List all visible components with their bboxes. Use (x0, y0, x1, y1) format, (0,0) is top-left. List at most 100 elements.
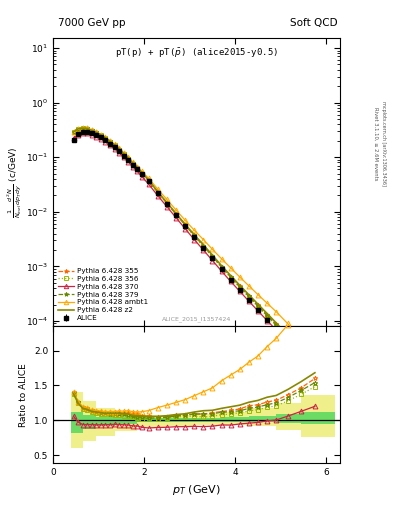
Pythia 6.428 z2 (228, 272, 233, 279)
Pythia 6.428 ambt1 (246, 283, 251, 289)
Pythia 6.428 355 (94, 129, 99, 135)
Pythia 6.428 355 (99, 132, 103, 138)
Pythia 6.428 355 (219, 264, 224, 270)
Pythia 6.428 z2 (80, 125, 85, 131)
Pythia 6.428 355 (103, 135, 108, 141)
Pythia 6.428 ambt1 (156, 186, 160, 192)
Pythia 6.428 355 (121, 150, 126, 156)
Legend: Pythia 6.428 355, Pythia 6.428 356, Pythia 6.428 370, Pythia 6.428 379, Pythia 6: Pythia 6.428 355, Pythia 6.428 356, Pyth… (57, 267, 149, 323)
Pythia 6.428 355 (135, 164, 140, 170)
Text: Soft QCD: Soft QCD (290, 18, 338, 28)
Pythia 6.428 355 (246, 293, 251, 299)
Pythia 6.428 ambt1 (108, 138, 112, 144)
Pythia 6.428 ambt1 (85, 125, 90, 131)
Pythia 6.428 z2 (183, 221, 187, 227)
Text: ALICE_2015_I1357424: ALICE_2015_I1357424 (162, 316, 231, 322)
Pythia 6.428 356 (85, 125, 90, 132)
Pythia 6.428 379 (299, 350, 304, 356)
Pythia 6.428 356 (130, 161, 135, 167)
Pythia 6.428 355 (228, 273, 233, 280)
Pythia 6.428 356 (108, 139, 112, 145)
Pythia 6.428 379 (89, 127, 94, 133)
Pythia 6.428 370 (103, 139, 108, 145)
Pythia 6.428 379 (126, 155, 130, 161)
Pythia 6.428 379 (71, 129, 76, 135)
Pythia 6.428 355 (192, 232, 196, 239)
Pythia 6.428 356 (80, 125, 85, 132)
Pythia 6.428 z2 (135, 165, 140, 171)
Pythia 6.428 379 (174, 211, 178, 217)
Pythia 6.428 379 (237, 284, 242, 290)
Pythia 6.428 379 (121, 151, 126, 157)
Text: pT(p) + pT($\bar{p}$) (alice2015-y0.5): pT(p) + pT($\bar{p}$) (alice2015-y0.5) (115, 46, 278, 58)
Pythia 6.428 379 (265, 312, 270, 318)
Pythia 6.428 ambt1 (312, 350, 317, 356)
Pythia 6.428 356 (183, 222, 187, 228)
Pythia 6.428 ambt1 (89, 127, 94, 133)
Pythia 6.428 356 (140, 170, 144, 177)
Pythia 6.428 355 (130, 160, 135, 166)
Pythia 6.428 ambt1 (201, 237, 206, 243)
Pythia 6.428 356 (146, 178, 151, 184)
Pythia 6.428 370 (174, 215, 178, 221)
Pythia 6.428 355 (255, 302, 260, 308)
Pythia 6.428 356 (117, 146, 121, 153)
Pythia 6.428 379 (85, 125, 90, 132)
Pythia 6.428 355 (126, 155, 130, 161)
Pythia 6.428 z2 (99, 132, 103, 138)
Line: Pythia 6.428 370: Pythia 6.428 370 (71, 131, 317, 377)
Pythia 6.428 355 (312, 365, 317, 371)
Pythia 6.428 370 (165, 204, 169, 210)
Pythia 6.428 370 (140, 174, 144, 180)
Pythia 6.428 356 (255, 304, 260, 310)
Pythia 6.428 356 (299, 351, 304, 357)
Pythia 6.428 356 (192, 233, 196, 239)
Pythia 6.428 370 (126, 159, 130, 165)
Pythia 6.428 356 (174, 211, 178, 218)
Pythia 6.428 379 (103, 135, 108, 141)
Pythia 6.428 356 (312, 367, 317, 373)
Pythia 6.428 370 (201, 247, 206, 253)
Y-axis label: $\frac{1}{N_{inel}}\frac{d^2N}{dp_{T}dy}$ (c/GeV): $\frac{1}{N_{inel}}\frac{d^2N}{dp_{T}dy}… (6, 146, 24, 218)
Pythia 6.428 370 (183, 226, 187, 232)
Pythia 6.428 z2 (174, 210, 178, 217)
Pythia 6.428 ambt1 (80, 125, 85, 131)
Pythia 6.428 355 (140, 169, 144, 176)
Pythia 6.428 370 (237, 288, 242, 294)
Pythia 6.428 379 (219, 264, 224, 270)
Pythia 6.428 z2 (285, 332, 290, 338)
Pythia 6.428 355 (285, 333, 290, 339)
Pythia 6.428 379 (108, 138, 112, 144)
Pythia 6.428 z2 (117, 146, 121, 152)
Pythia 6.428 370 (285, 339, 290, 346)
Pythia 6.428 355 (201, 243, 206, 249)
Pythia 6.428 355 (299, 350, 304, 356)
Pythia 6.428 z2 (89, 127, 94, 134)
Pythia 6.428 ambt1 (71, 129, 76, 135)
Pythia 6.428 370 (80, 131, 85, 137)
Pythia 6.428 z2 (126, 155, 130, 161)
Pythia 6.428 370 (219, 268, 224, 274)
Pythia 6.428 356 (135, 165, 140, 172)
Pythia 6.428 ambt1 (117, 145, 121, 152)
Pythia 6.428 370 (156, 193, 160, 199)
Pythia 6.428 ambt1 (192, 227, 196, 233)
Pythia 6.428 356 (121, 151, 126, 157)
Pythia 6.428 ambt1 (165, 197, 169, 203)
Pythia 6.428 ambt1 (265, 300, 270, 306)
Pythia 6.428 355 (146, 177, 151, 183)
Pythia 6.428 z2 (156, 189, 160, 195)
Pythia 6.428 370 (146, 181, 151, 187)
Pythia 6.428 z2 (130, 160, 135, 166)
Pythia 6.428 370 (76, 132, 81, 138)
Pythia 6.428 355 (80, 125, 85, 131)
Pythia 6.428 379 (140, 170, 144, 176)
Pythia 6.428 ambt1 (210, 246, 215, 252)
Pythia 6.428 z2 (312, 364, 317, 370)
Pythia 6.428 z2 (85, 125, 90, 132)
Line: Pythia 6.428 356: Pythia 6.428 356 (71, 126, 317, 373)
Pythia 6.428 z2 (274, 320, 279, 326)
Pythia 6.428 356 (237, 285, 242, 291)
Text: Rivet 3.1.10, ≥ 2.6M events: Rivet 3.1.10, ≥ 2.6M events (374, 106, 378, 180)
Pythia 6.428 ambt1 (94, 129, 99, 135)
